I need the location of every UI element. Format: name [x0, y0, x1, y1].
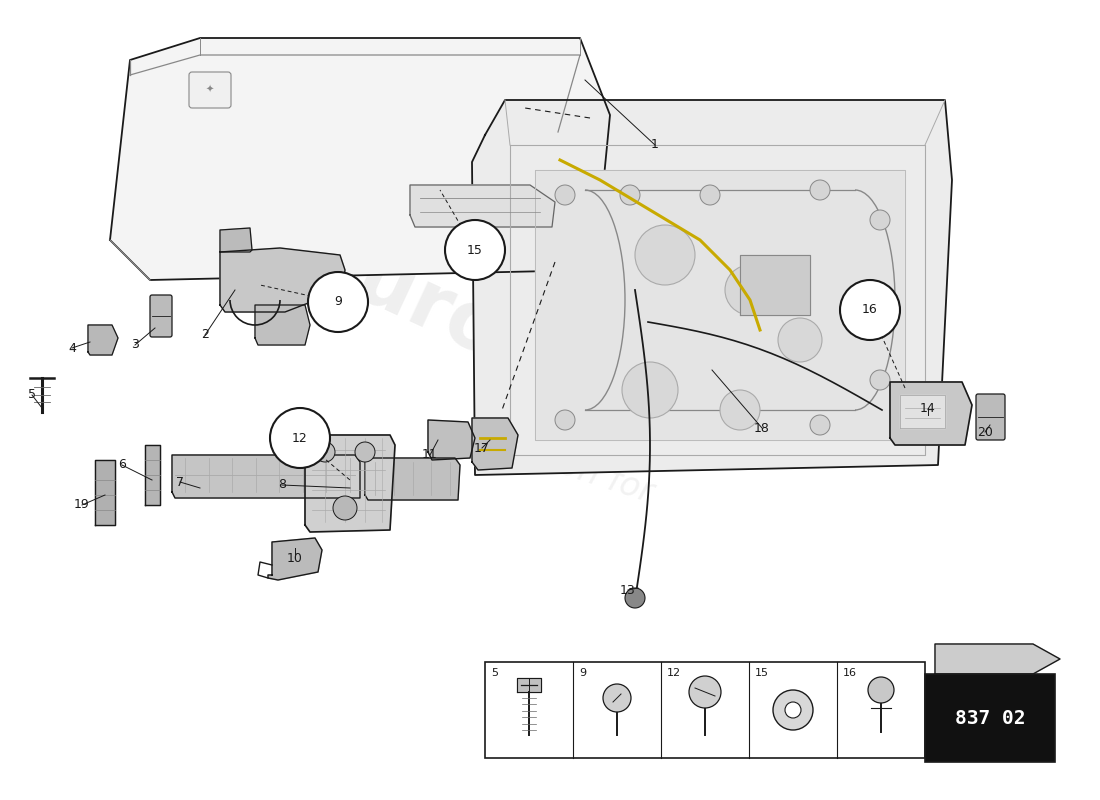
Circle shape	[315, 442, 336, 462]
Text: ✦: ✦	[206, 85, 214, 95]
Circle shape	[635, 225, 695, 285]
Circle shape	[810, 415, 830, 435]
Polygon shape	[145, 445, 160, 505]
Polygon shape	[220, 228, 252, 252]
FancyBboxPatch shape	[976, 394, 1005, 440]
Text: 11: 11	[422, 449, 438, 462]
Circle shape	[333, 496, 358, 520]
Circle shape	[446, 220, 505, 280]
Circle shape	[556, 410, 575, 430]
Text: 6: 6	[118, 458, 125, 471]
Text: 16: 16	[862, 303, 878, 317]
Text: a passion for: a passion for	[443, 411, 657, 509]
Text: 16: 16	[843, 668, 857, 678]
Polygon shape	[472, 418, 518, 470]
Circle shape	[868, 677, 894, 703]
Text: 1985: 1985	[711, 114, 889, 246]
Circle shape	[810, 180, 830, 200]
Polygon shape	[95, 460, 116, 525]
Text: 12: 12	[667, 668, 681, 678]
Text: 15: 15	[468, 243, 483, 257]
Circle shape	[785, 702, 801, 718]
Text: 19: 19	[74, 498, 90, 511]
Circle shape	[778, 318, 822, 362]
Text: 1: 1	[651, 138, 659, 151]
Polygon shape	[268, 538, 322, 580]
Text: 12: 12	[293, 431, 308, 445]
Text: 4: 4	[68, 342, 76, 354]
Text: 837 02: 837 02	[955, 709, 1025, 727]
FancyBboxPatch shape	[189, 72, 231, 108]
Circle shape	[840, 280, 900, 340]
Text: 5: 5	[491, 668, 498, 678]
Text: 14: 14	[920, 402, 936, 414]
Circle shape	[870, 370, 890, 390]
Circle shape	[700, 185, 720, 205]
Text: 7: 7	[176, 475, 184, 489]
Circle shape	[621, 362, 678, 418]
Polygon shape	[517, 678, 541, 692]
Polygon shape	[410, 185, 556, 227]
Circle shape	[556, 185, 575, 205]
Polygon shape	[110, 38, 610, 280]
Text: 5: 5	[28, 389, 36, 402]
Text: 17: 17	[474, 442, 490, 454]
Polygon shape	[255, 305, 310, 345]
Circle shape	[308, 272, 369, 332]
Bar	[485, 662, 925, 758]
Circle shape	[870, 210, 890, 230]
Polygon shape	[890, 382, 972, 445]
Circle shape	[620, 185, 640, 205]
Text: 20: 20	[977, 426, 993, 438]
FancyBboxPatch shape	[150, 295, 172, 337]
Text: europares: europares	[295, 217, 746, 483]
Polygon shape	[740, 255, 810, 315]
Polygon shape	[428, 420, 475, 460]
Circle shape	[725, 265, 775, 315]
Circle shape	[603, 684, 631, 712]
Text: 13: 13	[620, 583, 636, 597]
Circle shape	[270, 408, 330, 468]
Polygon shape	[88, 325, 118, 355]
Polygon shape	[305, 435, 395, 532]
Polygon shape	[365, 458, 460, 500]
Text: 3: 3	[131, 338, 139, 351]
Polygon shape	[220, 248, 345, 312]
Polygon shape	[935, 644, 1060, 674]
Bar	[925, 674, 1055, 762]
Circle shape	[720, 390, 760, 430]
Text: 8: 8	[278, 478, 286, 491]
Text: 9: 9	[334, 295, 342, 309]
Polygon shape	[172, 455, 360, 498]
Text: 9: 9	[579, 668, 586, 678]
Text: 2: 2	[201, 329, 209, 342]
Text: 15: 15	[755, 668, 769, 678]
Polygon shape	[472, 100, 952, 475]
Circle shape	[625, 588, 645, 608]
Circle shape	[355, 442, 375, 462]
Polygon shape	[535, 170, 905, 440]
Text: 18: 18	[755, 422, 770, 434]
Circle shape	[773, 690, 813, 730]
Circle shape	[689, 676, 720, 708]
Text: 10: 10	[287, 551, 303, 565]
Polygon shape	[900, 395, 945, 428]
